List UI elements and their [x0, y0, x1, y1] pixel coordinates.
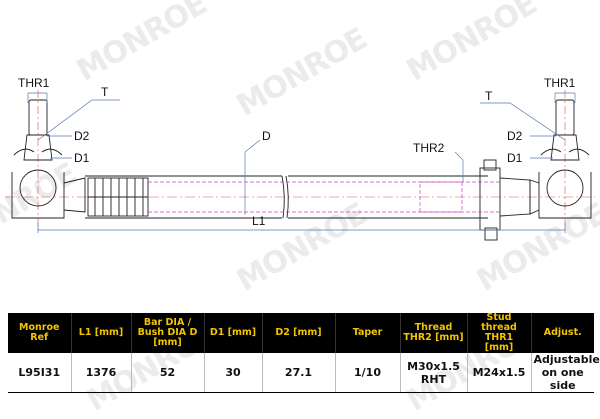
label-d2-right: D2	[507, 129, 523, 143]
left-ball-joint	[11, 99, 86, 219]
right-ball-joint	[529, 99, 592, 219]
header-thread-thr2: Thread THR2 [mm]	[399, 313, 467, 353]
cell-thread-thr2: M30x1.5 RHT	[399, 353, 467, 393]
label-thr2: THR2	[413, 141, 445, 155]
label-t-right: T	[485, 89, 493, 103]
header-l1: L1 [mm]	[70, 313, 131, 353]
table-header-row: Monroe Ref L1 [mm] Bar DIA / Bush DIA D …	[8, 313, 594, 353]
label-d1-left: D1	[74, 151, 90, 165]
cell-stud-thread: M24x1.5	[466, 353, 531, 393]
header-d2: D2 [mm]	[261, 313, 335, 353]
cell-bar-dia: 52	[130, 353, 204, 393]
header-adjust: Adjust.	[530, 313, 594, 353]
cell-l1: 1376	[70, 353, 131, 393]
cell-d1: 30	[203, 353, 262, 393]
label-thr1-left: THR1	[18, 76, 50, 90]
dimension-lines	[27, 92, 576, 233]
cell-taper: 1/10	[334, 353, 400, 393]
hidden-lines	[148, 181, 500, 213]
header-bar-dia: Bar DIA / Bush DIA D [mm]	[130, 313, 204, 353]
clamp	[479, 159, 531, 241]
cell-monroe-ref: L95I31	[8, 353, 71, 393]
tube	[85, 175, 488, 219]
label-d2-left: D2	[74, 129, 90, 143]
spec-table: Monroe Ref L1 [mm] Bar DIA / Bush DIA D …	[8, 313, 600, 393]
table-row: L95I31 1376 52 30 27.1 1/10 M30x1.5 RHT …	[8, 353, 600, 393]
header-taper: Taper	[334, 313, 400, 353]
tie-rod-drawing: THR1 T D2 D1 D THR2 L1 THR1 T D2 D1	[5, 76, 595, 241]
label-t-left: T	[101, 85, 109, 99]
header-d1: D1 [mm]	[203, 313, 262, 353]
label-d: D	[262, 129, 271, 143]
cell-d2: 27.1	[261, 353, 335, 393]
label-thr1-right: THR1	[544, 76, 576, 90]
label-l1: L1	[252, 214, 266, 228]
label-d1-right: D1	[507, 151, 523, 165]
header-monroe-ref: Monroe Ref	[8, 313, 71, 353]
header-stud-thread: Stud thread THR1 [mm]	[466, 313, 531, 353]
cell-adjust: Adjustable on one side	[530, 353, 600, 393]
